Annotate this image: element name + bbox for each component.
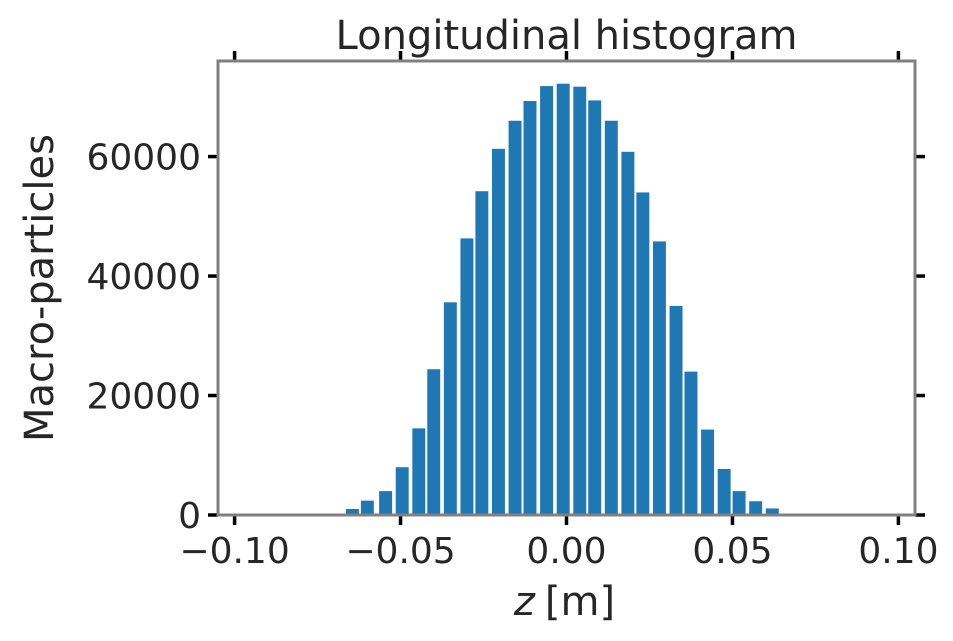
histogram-bar — [360, 500, 374, 515]
ticks-group: −0.10 −0.05 0.00 0.05 0.10 0 20000 40000 60000 — [86, 51, 938, 572]
histogram-bar — [427, 369, 441, 515]
histogram-bar — [443, 302, 457, 515]
bars-group — [345, 83, 794, 516]
x-axis-unit: [m] — [545, 579, 615, 625]
y-axis-label: Macro-particles — [17, 134, 63, 442]
histogram-bar — [621, 151, 635, 516]
histogram-bar — [491, 148, 505, 515]
histogram-bar — [475, 191, 489, 515]
x-tick-label: 0.00 — [526, 531, 606, 572]
histogram-bar — [395, 467, 409, 515]
histogram-bar — [573, 86, 587, 516]
histogram-bar — [749, 501, 763, 515]
histogram-bar — [669, 305, 683, 515]
x-tick-label: 0.05 — [692, 531, 772, 572]
histogram-bar — [460, 238, 474, 515]
y-tick-label: 40000 — [86, 257, 201, 298]
histogram-bar — [732, 491, 746, 515]
histogram-bar — [508, 120, 522, 515]
y-tick-label: 0 — [178, 496, 201, 537]
histogram-bar — [523, 101, 537, 515]
y-tick-label: 60000 — [86, 138, 201, 179]
histogram-bar — [556, 83, 570, 515]
histogram-bar — [412, 428, 426, 515]
x-tick-label: −0.05 — [345, 531, 455, 572]
histogram-bar — [684, 371, 698, 515]
x-tick-label: 0.10 — [858, 531, 938, 572]
histogram-bar — [345, 509, 359, 515]
histogram-bar — [636, 192, 650, 515]
histogram-bar — [765, 508, 779, 515]
y-tick-label: 20000 — [86, 377, 201, 418]
histogram-bar — [717, 469, 731, 515]
histogram-bar — [701, 429, 715, 515]
x-axis-variable: z — [513, 579, 536, 625]
histogram-bar — [588, 100, 602, 515]
x-axis-label: z [m] — [513, 579, 615, 625]
histogram-bar — [379, 491, 393, 515]
x-tick-label: −0.10 — [179, 531, 289, 572]
histogram-bar — [540, 86, 554, 515]
histogram-bar — [604, 120, 618, 515]
histogram-bar — [652, 241, 666, 515]
plot-frame — [216, 59, 917, 517]
